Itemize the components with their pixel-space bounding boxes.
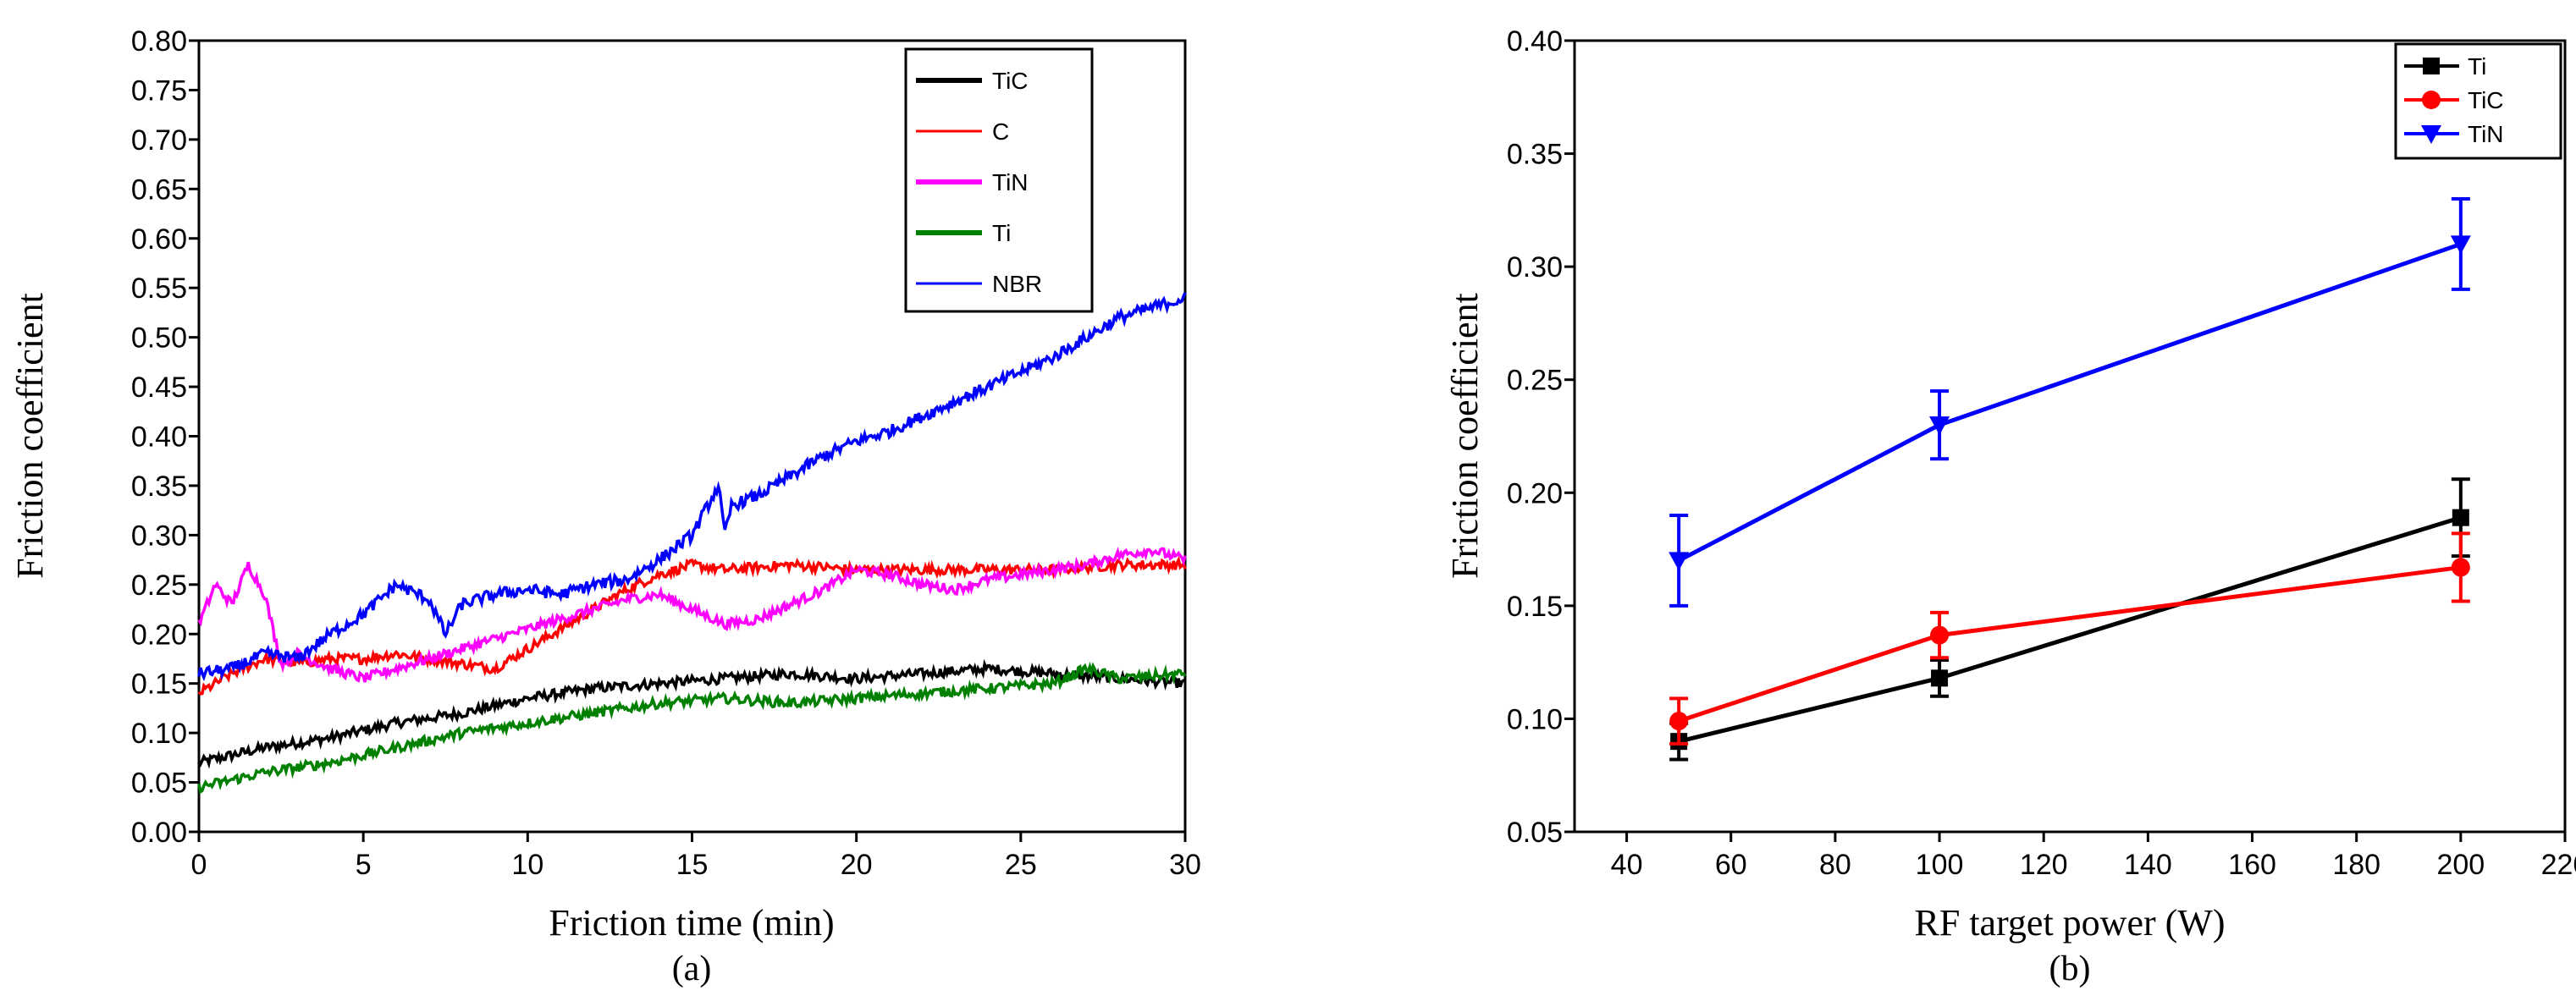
x-tick-label: 30 <box>1169 849 1201 881</box>
panel-label-b: (b) <box>2049 949 2091 988</box>
plot-frame-a <box>197 39 1187 834</box>
y-tick-label: 0.35 <box>1507 139 1563 171</box>
y-tick-label: 0.60 <box>131 223 187 256</box>
series-line-tin <box>1678 242 2462 563</box>
x-tick-label: 40 <box>1611 849 1643 881</box>
y-tick-label: 0.55 <box>131 272 187 305</box>
series-line-tic <box>197 658 1186 769</box>
x-tick-label: 160 <box>2228 849 2276 881</box>
series-line-nbr <box>197 292 1187 682</box>
y-tick-label: 0.20 <box>1507 477 1563 509</box>
data-point-ti <box>1931 669 1949 687</box>
x-tick-label: 200 <box>2436 849 2485 881</box>
data-point-tin <box>1929 416 1950 436</box>
series-line-ti <box>197 661 1187 795</box>
x-tick-label: 25 <box>1005 849 1037 881</box>
x-tick-label: 180 <box>2332 849 2380 881</box>
legend-label-ti: Ti <box>992 220 1011 246</box>
x-tick-label: 5 <box>356 849 372 881</box>
x-tick-label: 15 <box>676 849 709 881</box>
x-tick-label: 60 <box>1715 849 1747 881</box>
data-point-ti <box>2452 509 2469 526</box>
legend-box-b <box>2394 42 2562 160</box>
legend-a: TiC C TiN Ti NBR <box>904 47 1094 313</box>
y-tick-label: 0.80 <box>131 25 187 58</box>
data-point-tin <box>2450 235 2471 255</box>
data-point-tic <box>1930 625 1950 645</box>
panel-label-a: (a) <box>672 949 712 988</box>
x-tick-label: 100 <box>1916 849 1964 881</box>
x-tick-label: 10 <box>511 849 543 881</box>
y-tick-label: 0.25 <box>131 570 187 602</box>
y-tick-label: 0.10 <box>1507 703 1563 735</box>
x-axis-title-a: Friction time (min) <box>549 902 834 944</box>
legend-label-c: C <box>992 118 1009 145</box>
data-point-tic <box>2451 558 2470 577</box>
legend-marker-tin <box>2421 125 2441 144</box>
legend-marker-tic <box>2422 91 2441 109</box>
legend-label-tic: TiC <box>992 68 1029 94</box>
y-tick-label: 0.45 <box>131 371 187 404</box>
data-point-tic <box>1669 712 1689 731</box>
y-tick-label: 0.15 <box>131 669 187 701</box>
y-tick-label: 0.40 <box>131 421 187 454</box>
y-tick-label: 0.50 <box>131 322 187 355</box>
series-line-tic <box>1678 564 2462 724</box>
y-tick-label: 0.15 <box>1507 591 1563 623</box>
y-tick-label: 0.35 <box>131 470 187 503</box>
x-tick-label: 220 <box>2541 849 2576 881</box>
y-tick-label: 0.00 <box>131 817 187 849</box>
x-axis-title-b: RF target power (W) <box>1915 902 2226 944</box>
legend-label-tin: TiN <box>2468 121 2504 147</box>
y-tick-label: 0.40 <box>1507 25 1563 58</box>
y-tick-label: 0.30 <box>1507 251 1563 283</box>
x-tick-label: 120 <box>2020 849 2068 881</box>
panel-b: 0.05 0.10 0.15 0.20 0.25 0.30 0.35 0.40 40 60 80 1… <box>1444 25 2576 988</box>
x-tick-label: 20 <box>841 849 873 881</box>
legend-label-nbr: NBR <box>992 271 1042 297</box>
data-point-tin <box>1669 552 1690 571</box>
panel-a: 0.00 0.05 0.10 0.15 0.20 0.25 0.30 0.35 0.40 0.45… <box>9 25 1201 988</box>
series-line-tin <box>197 547 1187 683</box>
y-tick-label: 0.30 <box>131 520 187 552</box>
y-tick-label: 0.05 <box>1507 817 1563 849</box>
legend-label-ti: Ti <box>2468 53 2486 80</box>
y-axis-title-a: Friction coefficient <box>9 293 51 579</box>
y-tick-label: 0.75 <box>131 74 187 107</box>
y-axis-title-b: Friction coefficient <box>1444 293 1486 579</box>
legend-b: Ti TiC TiN <box>2394 42 2562 160</box>
x-tick-label: 140 <box>2124 849 2172 881</box>
x-tick-label: 80 <box>1819 849 1851 881</box>
y-tick-label: 0.05 <box>131 768 187 800</box>
y-tick-label: 0.25 <box>1507 365 1563 397</box>
legend-label-tin: TiN <box>992 169 1029 195</box>
y-tick-label: 0.10 <box>131 718 187 750</box>
x-tick-label: 0 <box>191 849 207 881</box>
y-tick-label: 0.20 <box>131 619 187 651</box>
plot-frame-b <box>1573 39 2567 834</box>
y-tick-label: 0.65 <box>131 173 187 206</box>
y-tick-label: 0.70 <box>131 124 187 157</box>
legend-marker-ti <box>2423 58 2440 74</box>
legend-box-a <box>904 47 1094 313</box>
legend-label-tic: TiC <box>2468 87 2504 113</box>
series-line-ti <box>1678 515 2462 744</box>
